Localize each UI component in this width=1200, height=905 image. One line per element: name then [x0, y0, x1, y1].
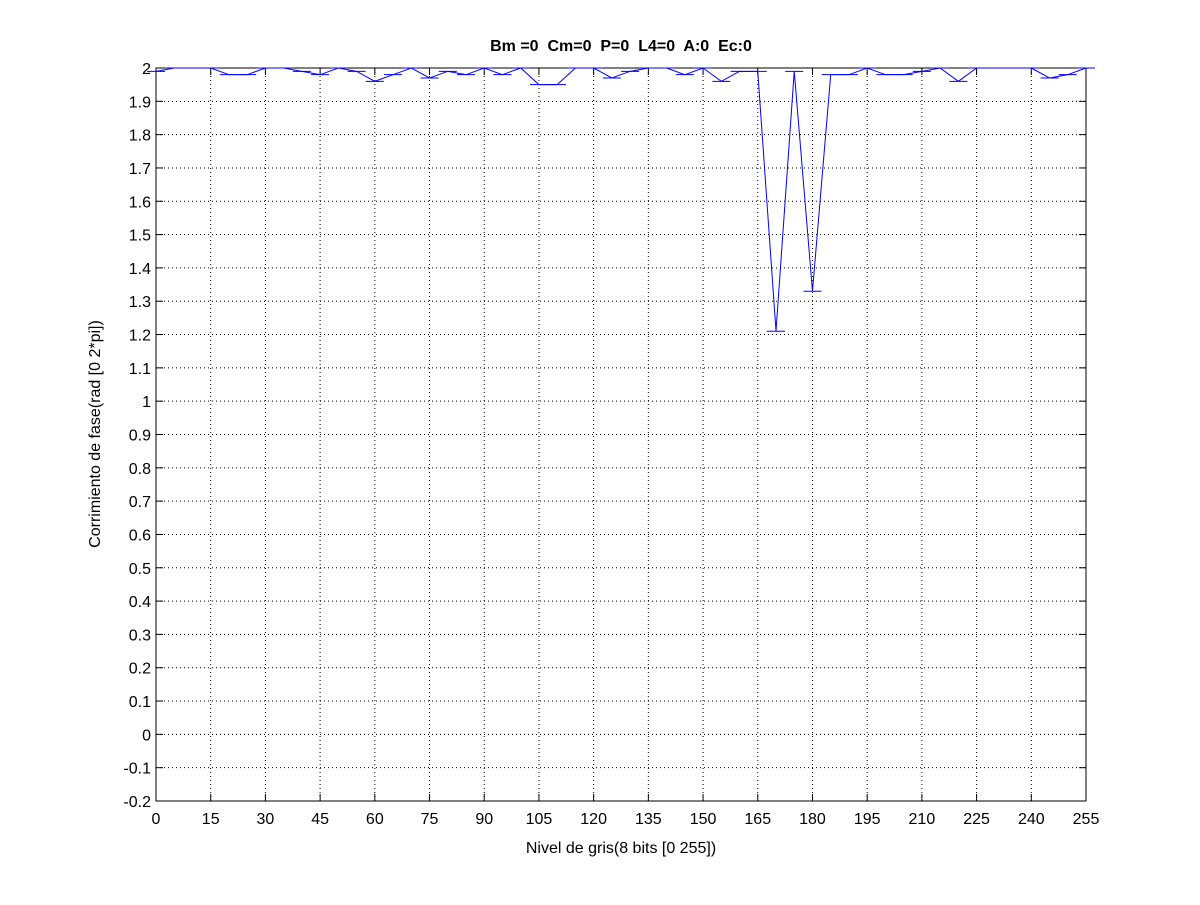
y-tick-label: 1.1: [129, 361, 151, 378]
grid-lines: [156, 68, 1086, 801]
x-tick-label: 90: [475, 811, 493, 828]
y-tick-label: 1.2: [129, 328, 151, 345]
x-tick-label: 60: [366, 811, 384, 828]
y-tick-label: 0.5: [129, 561, 151, 578]
x-tick-label: 45: [311, 811, 329, 828]
tick-labels: 0 15 30 45 60 75 90 105 120 135 150 165 180 195 210 225…: [123, 61, 1099, 828]
x-tick-label: 0: [152, 811, 161, 828]
x-tick-label: 225: [963, 811, 990, 828]
y-tick-label: 0.1: [129, 694, 151, 711]
x-tick-label: 30: [257, 811, 275, 828]
x-axis-label: Nivel de gris(8 bits [0 255]): [526, 840, 716, 857]
y-tick-label: 0.3: [129, 627, 151, 644]
x-tick-label: 210: [909, 811, 936, 828]
x-tick-label: 255: [1073, 811, 1100, 828]
x-tick-label: 75: [421, 811, 439, 828]
y-tick-label: 2: [142, 61, 151, 78]
y-axis-label: Corrimiento de fase(rad [0 2*pi]): [87, 320, 104, 548]
y-tick-label: 1.6: [129, 194, 151, 211]
series-line: [155, 67, 1087, 332]
x-tick-label: 150: [690, 811, 717, 828]
y-tick-label: 1: [142, 394, 151, 411]
x-tick-label: 165: [744, 811, 771, 828]
x-tick-label: 135: [635, 811, 662, 828]
x-tick-label: 120: [580, 811, 607, 828]
chart-title: Bm =0 Cm=0 P=0 L4=0 A:0 Ec:0: [490, 38, 752, 55]
y-tick-label: 1.5: [129, 228, 151, 245]
series-group: [147, 67, 1095, 332]
x-tick-label: 240: [1018, 811, 1045, 828]
y-tick-label: 1.3: [129, 294, 151, 311]
y-tick-label: 0.8: [129, 461, 151, 478]
y-tick-label: 0.7: [129, 494, 151, 511]
y-tick-label: 1.8: [129, 128, 151, 145]
x-tick-label: 180: [799, 811, 826, 828]
y-tick-label: 0.2: [129, 661, 151, 678]
y-tick-label: -0.1: [123, 761, 151, 778]
y-tick-label: 0.4: [129, 594, 151, 611]
y-tick-label: 1.4: [129, 261, 151, 278]
y-tick-label: 0: [142, 727, 151, 744]
y-tick-label: 0.6: [129, 527, 151, 544]
x-tick-label: 195: [854, 811, 881, 828]
y-tick-label: 0.9: [129, 428, 151, 445]
y-tick-label: 1.9: [129, 94, 151, 111]
x-tick-label: 105: [526, 811, 553, 828]
y-tick-label: 1.7: [129, 161, 151, 178]
y-tick-label: -0.2: [123, 794, 151, 811]
x-tick-label: 15: [202, 811, 220, 828]
